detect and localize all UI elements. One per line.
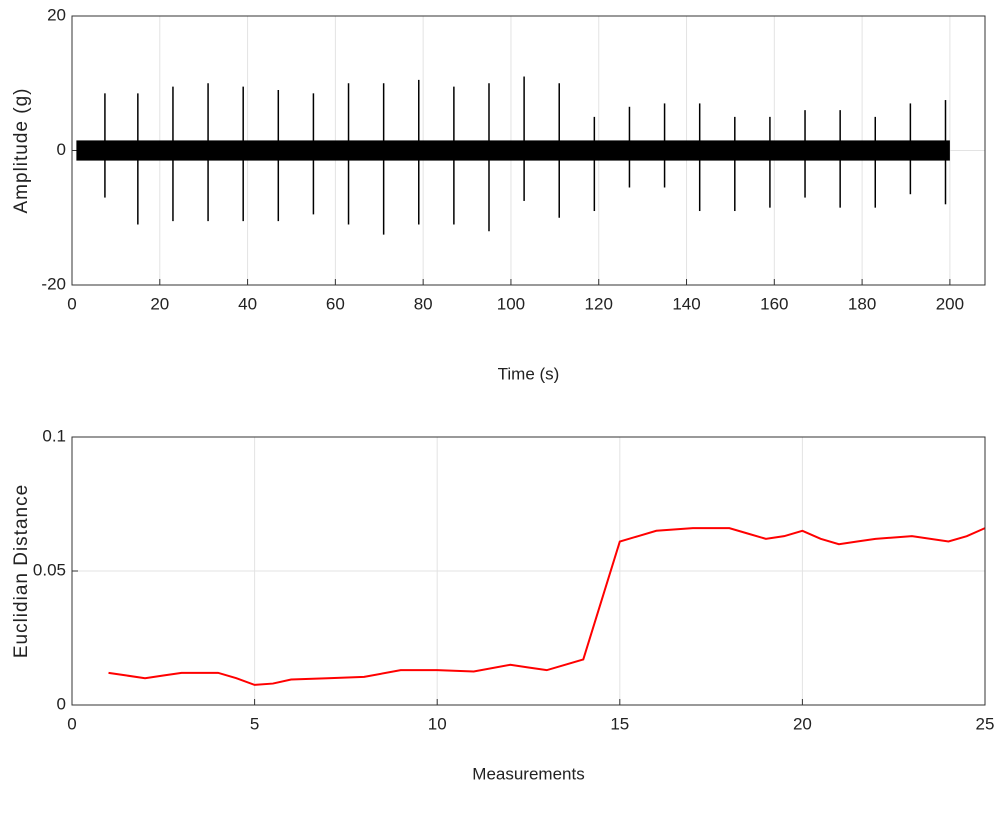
- y-tick-label: 20: [47, 5, 66, 24]
- x-tick-label: 20: [793, 714, 812, 733]
- y-axis-label: Amplitude (g): [11, 88, 32, 214]
- x-tick-label: 100: [497, 294, 525, 313]
- x-axis-label: Time (s): [498, 364, 560, 383]
- x-tick-label: 200: [936, 294, 964, 313]
- y-tick-label: -20: [41, 274, 66, 293]
- axes-box: [71, 15, 986, 286]
- axes-box: [71, 436, 986, 706]
- x-tick-label: 40: [238, 294, 257, 313]
- y-tick-label: 0.1: [42, 426, 66, 445]
- y-tick-label: 0: [57, 694, 66, 713]
- y-tick-label: 0: [57, 140, 66, 159]
- x-tick-label: 5: [250, 714, 259, 733]
- x-tick-label: 10: [428, 714, 447, 733]
- data-line: [108, 527, 986, 686]
- x-tick-label: 0: [67, 714, 76, 733]
- x-tick-label: 0: [67, 294, 76, 313]
- x-tick-label: 140: [672, 294, 700, 313]
- x-tick-label: 20: [150, 294, 169, 313]
- y-tick-label: 0.05: [33, 560, 66, 579]
- x-axis-label: Measurements: [472, 764, 584, 783]
- x-tick-label: 180: [848, 294, 876, 313]
- x-tick-label: 60: [326, 294, 345, 313]
- x-tick-label: 80: [414, 294, 433, 313]
- x-tick-label: 120: [585, 294, 613, 313]
- x-tick-label: 25: [976, 714, 995, 733]
- y-axis-label: Euclidian Distance: [11, 484, 32, 658]
- x-tick-label: 15: [610, 714, 629, 733]
- noise-band: [76, 140, 950, 161]
- x-tick-label: 160: [760, 294, 788, 313]
- subplot: 0 5 10 15 20 25 0 0.05 0.1 Measurements Euclidian …: [11, 426, 994, 783]
